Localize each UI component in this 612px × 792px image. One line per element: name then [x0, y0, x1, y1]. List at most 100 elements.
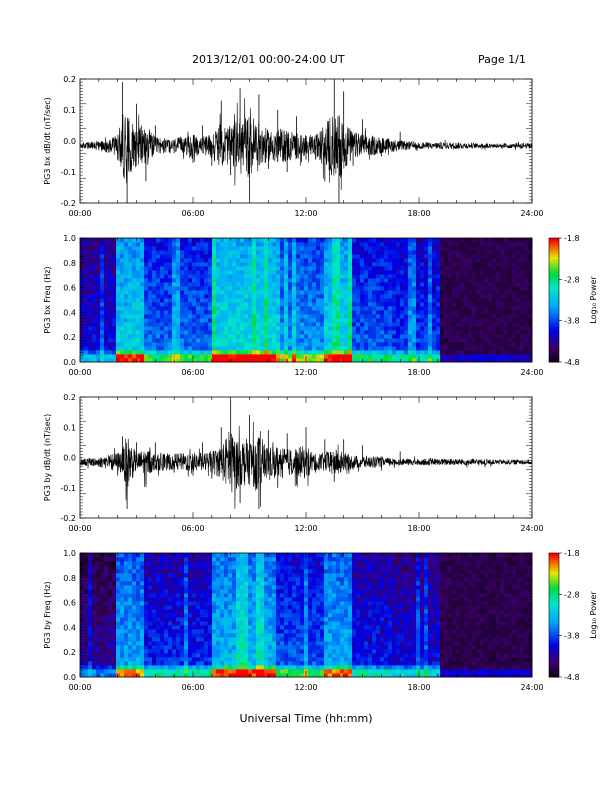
spectrogram-cell: [372, 326, 376, 330]
spectrogram-cell: [88, 342, 92, 346]
spectrogram-cell: [88, 565, 92, 569]
spectrogram-cell: [124, 274, 128, 278]
spectrogram-cell: [292, 350, 296, 354]
spectrogram-cell: [248, 282, 252, 286]
spectrogram-cell: [524, 246, 528, 250]
spectrogram-cell: [420, 278, 424, 282]
spectrogram-cell: [196, 330, 200, 334]
spectrogram-cell: [176, 330, 180, 334]
spectrogram-cell: [236, 350, 240, 354]
spectrogram-cell: [188, 342, 192, 346]
spectrogram-cell: [504, 338, 508, 342]
spectrogram-cell: [364, 274, 368, 278]
spectrogram-cell: [156, 342, 160, 346]
spectrogram-cell: [92, 669, 96, 673]
spectrogram-cell: [236, 330, 240, 334]
spectrogram-cell: [280, 342, 284, 346]
spectrogram-cell: [396, 290, 400, 294]
spectrogram-cell: [152, 350, 156, 354]
spectrogram-cell: [152, 661, 156, 665]
spectrogram-cell: [400, 326, 404, 330]
spectrogram-cell: [304, 338, 308, 342]
spectrogram-cell: [400, 322, 404, 326]
spectrogram-cell: [168, 338, 172, 342]
spectrogram-cell: [428, 306, 432, 310]
spectrogram-cell: [448, 286, 452, 290]
spectrogram-cell: [236, 258, 240, 262]
spectrogram-cell: [168, 294, 172, 298]
spectrogram-cell: [116, 238, 120, 242]
spectrogram-cell: [440, 286, 444, 290]
spectrogram-cell: [476, 270, 480, 274]
spectrogram-cell: [288, 350, 292, 354]
spectrogram-cell: [340, 286, 344, 290]
spectrogram-cell: [344, 298, 348, 302]
spectrogram-cell: [244, 338, 248, 342]
spectrogram-cell: [120, 577, 124, 581]
spectrogram-cell: [260, 242, 264, 246]
spectrogram-cell: [408, 346, 412, 350]
spectrogram-cell: [116, 330, 120, 334]
spectrogram-cell: [512, 270, 516, 274]
spectrogram-cell: [264, 330, 268, 334]
spectrogram-cell: [100, 242, 104, 246]
spectrogram-cell: [248, 350, 252, 354]
spectrogram-cell: [336, 306, 340, 310]
spectrogram-cell: [340, 334, 344, 338]
spectrogram-cell: [332, 290, 336, 294]
spectrogram-cell: [172, 625, 176, 629]
spectrogram-cell: [152, 254, 156, 258]
spectrogram-cell: [456, 350, 460, 354]
spectrogram-cell: [140, 274, 144, 278]
spectrogram-cell: [120, 657, 124, 661]
spectrogram-cell: [156, 310, 160, 314]
spectrogram-cell: [128, 597, 132, 601]
spectrogram-cell: [272, 342, 276, 346]
spectrogram-cell: [496, 322, 500, 326]
spectrogram-cell: [200, 250, 204, 254]
spectrogram-cell: [200, 282, 204, 286]
spectrogram-cell: [188, 346, 192, 350]
spectrogram-cell: [136, 633, 140, 637]
spectrogram-cell: [96, 338, 100, 342]
spectrogram-cell: [504, 242, 508, 246]
spectrogram-cell: [120, 326, 124, 330]
spectrogram-cell: [192, 657, 196, 661]
spectrogram-cell: [268, 250, 272, 254]
spectrogram-cell: [184, 645, 188, 649]
spectrogram-cell: [176, 569, 180, 573]
spectrogram-cell: [272, 298, 276, 302]
spectrogram-cell: [348, 346, 352, 350]
spectrogram-cell: [240, 238, 244, 242]
spectrogram-cell: [488, 346, 492, 350]
spectrogram-cell: [312, 254, 316, 258]
spectrogram-cell: [172, 593, 176, 597]
spectrogram-cell: [188, 649, 192, 653]
spectrogram-cell: [236, 318, 240, 322]
spectrogram-cell: [132, 657, 136, 661]
spectrogram-cell: [96, 294, 100, 298]
trace-line: [80, 98, 532, 190]
spectrogram-cell: [124, 633, 128, 637]
spectrogram-cell: [296, 286, 300, 290]
spectrogram-cell: [400, 350, 404, 354]
spectrogram-cell: [116, 246, 120, 250]
spectrogram-cell: [484, 322, 488, 326]
spectrogram-cell: [196, 246, 200, 250]
spectrogram-cell: [300, 354, 304, 358]
spectrogram-cell: [348, 270, 352, 274]
spectrogram-cell: [104, 294, 108, 298]
spectrogram-cell: [400, 250, 404, 254]
spectrogram-cell: [152, 298, 156, 302]
spectrogram-cell: [336, 346, 340, 350]
spectrogram-cell: [168, 334, 172, 338]
spectrogram-cell: [392, 274, 396, 278]
spectrogram-cell: [240, 306, 244, 310]
spectrogram-cell: [116, 645, 120, 649]
spectrogram-cell: [164, 645, 168, 649]
spectrogram-cell: [264, 326, 268, 330]
spectrogram-cell: [516, 250, 520, 254]
spectrogram-cell: [496, 278, 500, 282]
spectrogram-cell: [188, 629, 192, 633]
spectrogram-cell: [156, 258, 160, 262]
